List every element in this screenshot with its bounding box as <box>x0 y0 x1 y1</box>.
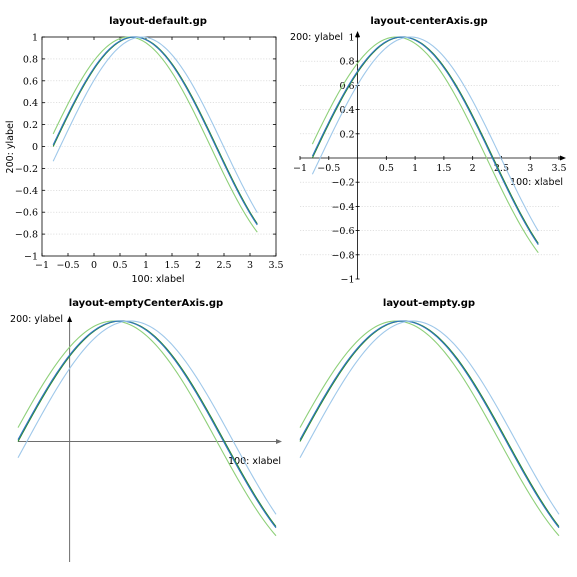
y-axis-label: 200: ylabel <box>10 314 63 325</box>
y-tick-label: −0.4 <box>15 186 38 197</box>
series-line-green-dark <box>52 36 258 225</box>
y-tick-label: 0.6 <box>339 81 354 92</box>
y-tick-label: 0.2 <box>23 120 38 131</box>
y-axis-arrow <box>67 316 73 322</box>
x-axis-label: 100: xlabel <box>510 177 563 188</box>
y-tick-label: 0.6 <box>23 76 38 87</box>
x-tick-label: 1 <box>143 260 149 271</box>
series-line-green-light <box>311 36 539 253</box>
x-tick-label: 1.5 <box>436 163 451 174</box>
x-tick-label: −0.5 <box>56 260 79 271</box>
y-tick-label: 1 <box>32 33 38 44</box>
y-tick-label: −0.2 <box>15 164 38 175</box>
y-tick-label: 1 <box>349 33 355 44</box>
series-line-blue-light <box>311 36 539 232</box>
y-axis-label: 200: ylabel <box>290 32 343 43</box>
y-tick-label: 0.2 <box>339 129 354 140</box>
x-tick-label: 3.5 <box>551 163 566 174</box>
series-line-green-dark <box>299 320 560 527</box>
y-axis-arrow <box>355 31 361 37</box>
y-tick-label: 0.8 <box>339 57 354 68</box>
series-line-blue-dark <box>52 36 258 226</box>
x-tick-label: 2 <box>470 163 476 174</box>
series-line-blue-dark <box>311 36 539 245</box>
series-line-green-light <box>52 36 258 233</box>
chart-title: layout-empty.gp <box>383 298 475 309</box>
x-axis-label: 100: xlabel <box>228 456 281 467</box>
x-tick-label: 2.5 <box>494 163 509 174</box>
x-tick-label: 1.5 <box>164 260 179 271</box>
series-line-green-dark <box>311 36 539 244</box>
y-tick-label: −0.8 <box>15 230 38 241</box>
panel-layout-default: layout-default.gp 100: xlabel 200: ylabe… <box>5 16 284 285</box>
chart-title: layout-centerAxis.gp <box>370 16 487 27</box>
y-tick-label: −0.6 <box>15 208 38 219</box>
x-tick-label: 1 <box>412 163 418 174</box>
panel-layout-centerAxis: layout-centerAxis.gp 200: ylabel 100: xl… <box>290 16 567 286</box>
y-tick-label: −0.8 <box>331 250 354 261</box>
panel-layout-emptyCenterAxis: layout-emptyCenterAxis.gp 200: ylabel 10… <box>10 298 282 562</box>
series-line-green-light <box>299 320 560 537</box>
chart-title: layout-default.gp <box>109 16 207 27</box>
y-tick-label: −0.6 <box>331 226 354 237</box>
x-tick-label: 3 <box>527 163 533 174</box>
y-tick-label: −1 <box>341 275 355 286</box>
y-tick-label: −1 <box>24 252 38 263</box>
x-tick-label: −0.5 <box>317 163 340 174</box>
y-tick-label: 0 <box>32 142 38 153</box>
x-tick-label: −1 <box>293 163 307 174</box>
series-line-green-light <box>17 320 277 537</box>
y-tick-label: 0.4 <box>23 98 38 109</box>
y-tick-label: −0.4 <box>331 202 354 213</box>
series-line-green-dark <box>17 320 277 527</box>
y-tick-label: 0.8 <box>23 54 38 65</box>
x-tick-label: 0.5 <box>112 260 127 271</box>
x-tick-label: 3.5 <box>268 260 283 271</box>
x-tick-label: −1 <box>35 260 49 271</box>
y-tick-label: −0.2 <box>331 178 354 189</box>
y-axis-label: 200: ylabel <box>5 121 16 174</box>
panel-layout-empty: layout-empty.gp <box>299 298 560 537</box>
x-axis-arrow <box>560 155 566 161</box>
x-tick-label: 2 <box>195 260 201 271</box>
y-tick-label: 0.4 <box>339 105 354 116</box>
x-tick-label: 0 <box>91 260 97 271</box>
x-tick-label: 2.5 <box>216 260 231 271</box>
x-tick-label: 0.5 <box>379 163 394 174</box>
series-line-blue-light <box>299 320 560 515</box>
series-line-blue-light <box>52 36 258 213</box>
x-axis-arrow <box>276 439 282 444</box>
x-tick-label: 3 <box>247 260 253 271</box>
x-axis-label: 100: xlabel <box>132 274 185 285</box>
series-line-blue-dark <box>299 320 560 529</box>
series-line-blue-dark <box>17 320 277 529</box>
series-line-blue-light <box>17 320 277 515</box>
chart-title: layout-emptyCenterAxis.gp <box>69 298 223 309</box>
